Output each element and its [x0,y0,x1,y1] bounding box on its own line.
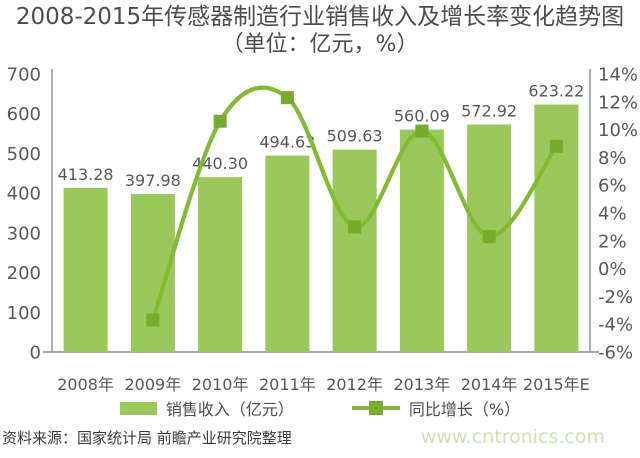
line-marker-2010年 [213,114,227,128]
line-marker-2014年 [482,230,496,244]
line-swatch-icon [351,401,400,415]
bar-value-label: 494.63 [259,133,315,152]
bar-value-label: 572.92 [461,101,517,120]
legend-growth-label: 同比增长（%） [408,400,521,419]
left-axis-label: 700 [7,65,41,86]
line-marker-2009年 [146,313,160,327]
chart-legend: 销售收入（亿元） 同比增长（%） [0,396,640,420]
x-axis-label: 2010年 [192,375,249,394]
legend-revenue-label: 销售收入（亿元） [165,400,294,419]
right-axis-label: -6% [598,343,633,364]
line-swatch-marker [368,401,383,415]
right-axis-label: -4% [598,315,633,336]
line-marker-2013年 [415,124,429,138]
left-axis-label: 300 [7,223,41,244]
left-axis-label: 100 [7,303,41,324]
bar-value-label: 397.98 [125,171,181,190]
right-axis-label: -2% [598,287,633,308]
right-axis-label: 12% [598,92,638,113]
bar-value-label: 623.22 [528,81,584,100]
right-axis-label: 14% [598,65,638,86]
source-note: 资料来源：国家统计局 前瞻产业研究院整理 [2,429,292,447]
bar-swatch-icon [119,401,157,415]
footer: 资料来源：国家统计局 前瞻产业研究院整理 www.cntronics.com [0,420,640,448]
x-axis-label: 2014年 [461,375,518,394]
x-axis-label: 2013年 [394,375,451,394]
x-axis-label: 2012年 [326,375,383,394]
bar-2010年 [198,177,243,352]
right-axis-label: 6% [598,176,627,197]
bar-value-label: 440.30 [192,154,248,173]
x-axis-label: 2009年 [125,375,182,394]
right-axis-label: 2% [598,231,627,252]
chart-subtitle: （单位：亿元，%） [221,32,419,57]
bar-2013年 [399,129,444,352]
line-marker-2012年 [348,220,362,234]
bar-value-label: 413.28 [58,165,114,184]
left-axis-label: 0 [30,343,41,364]
bar-value-label: 509.63 [327,127,383,146]
bar-2008年 [63,187,108,352]
right-axis-label: 0% [598,259,627,280]
bar-value-label: 560.09 [394,107,450,126]
left-axis-label: 400 [7,184,41,205]
right-axis-label: 10% [598,120,638,141]
right-axis-label: 4% [598,204,627,225]
left-axis-label: 200 [7,263,41,284]
line-marker-2015年E [549,139,563,153]
x-axis-label: 2015年E [523,375,590,394]
legend-item-revenue: 销售收入（亿元） [119,396,294,420]
x-axis-label: 2011年 [259,375,316,394]
line-marker-2011年 [280,91,294,105]
website-watermark: www.cntronics.com [420,426,605,448]
combo-chart: 0 100 200 300 400 500 600 700 -6% -4% -2% 0% 2% 4% 6% 8… [7,65,638,395]
left-axis-label: 500 [7,144,41,165]
legend-item-growth: 同比增长（%） [351,396,521,420]
bar-2012年 [332,149,377,352]
right-axis-label: 8% [598,148,627,169]
x-axis-label: 2008年 [57,375,114,394]
bar-2011年 [265,155,310,352]
left-axis-label: 600 [7,104,41,125]
chart-title: 2008-2015年传感器制造行业销售收入及增长率变化趋势图 [15,4,625,30]
